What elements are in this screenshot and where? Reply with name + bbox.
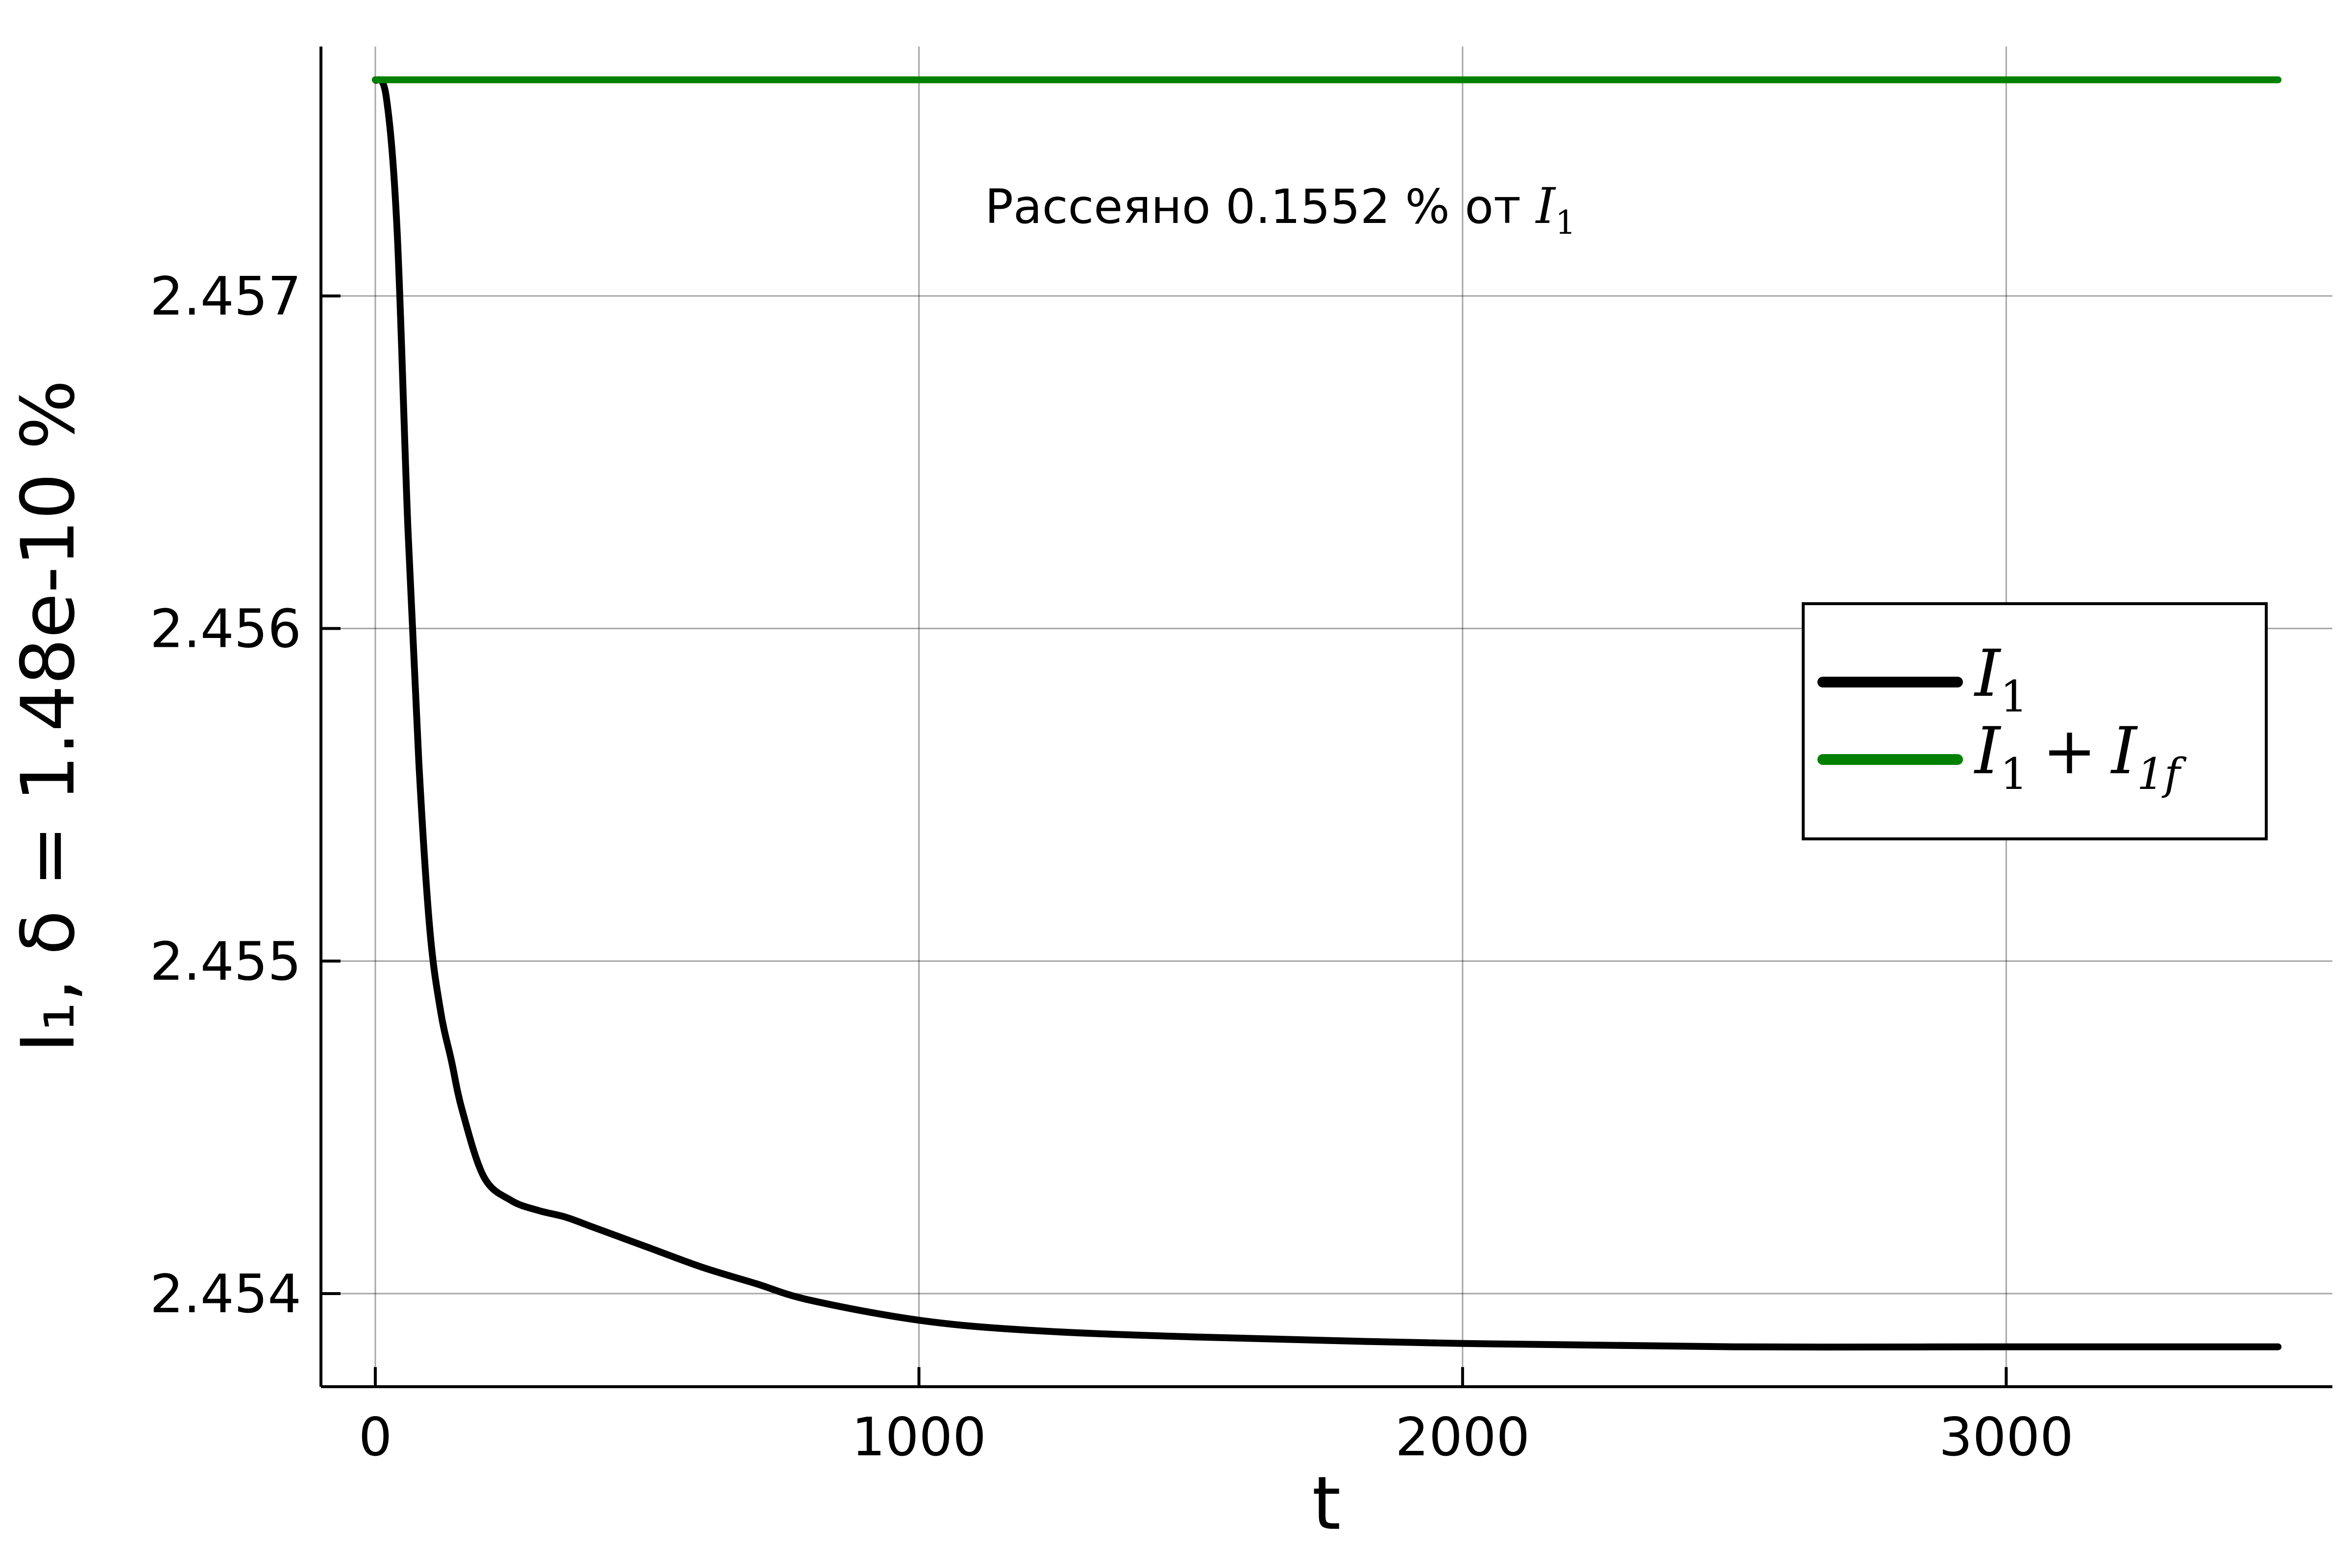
legend-label-i1: I1 xyxy=(1974,636,2028,722)
annotation-math: I xyxy=(1535,177,1556,235)
x-tick-label: 0 xyxy=(359,1407,392,1468)
x-ticks: 0 1000 2000 3000 xyxy=(359,1367,2074,1468)
y-axis-label: I₁, δ = 1.48e-10 % xyxy=(6,380,91,1053)
grid xyxy=(321,47,2332,1387)
annotation-math-sub: 1 xyxy=(1555,204,1576,242)
y-tick-label: 2.454 xyxy=(150,1264,301,1325)
y-tick-label: 2.455 xyxy=(150,931,301,992)
x-tick-label: 3000 xyxy=(1939,1407,2074,1468)
series-line-i1 xyxy=(371,76,2282,1351)
legend-label-i1-plus-i1f: I1 + I1f xyxy=(1974,713,2187,799)
axes xyxy=(319,47,2332,1388)
annotation-text: Рассеяно 0.1552 % от xyxy=(985,179,1536,234)
x-tick-label: 2000 xyxy=(1395,1407,1530,1468)
y-tick-label: 2.457 xyxy=(150,266,301,327)
series xyxy=(371,76,2282,1351)
annotation: Рассеяно 0.1552 % от I1 xyxy=(985,177,1576,242)
legend: I1 I1 + I1f xyxy=(1802,602,2268,840)
legend-box xyxy=(1802,602,2268,840)
y-ticks: 2.454 2.455 2.456 2.457 xyxy=(150,266,341,1325)
x-axis-label: t xyxy=(1312,1461,1341,1546)
y-tick-label: 2.456 xyxy=(150,599,301,660)
x-tick-label: 1000 xyxy=(852,1407,986,1468)
